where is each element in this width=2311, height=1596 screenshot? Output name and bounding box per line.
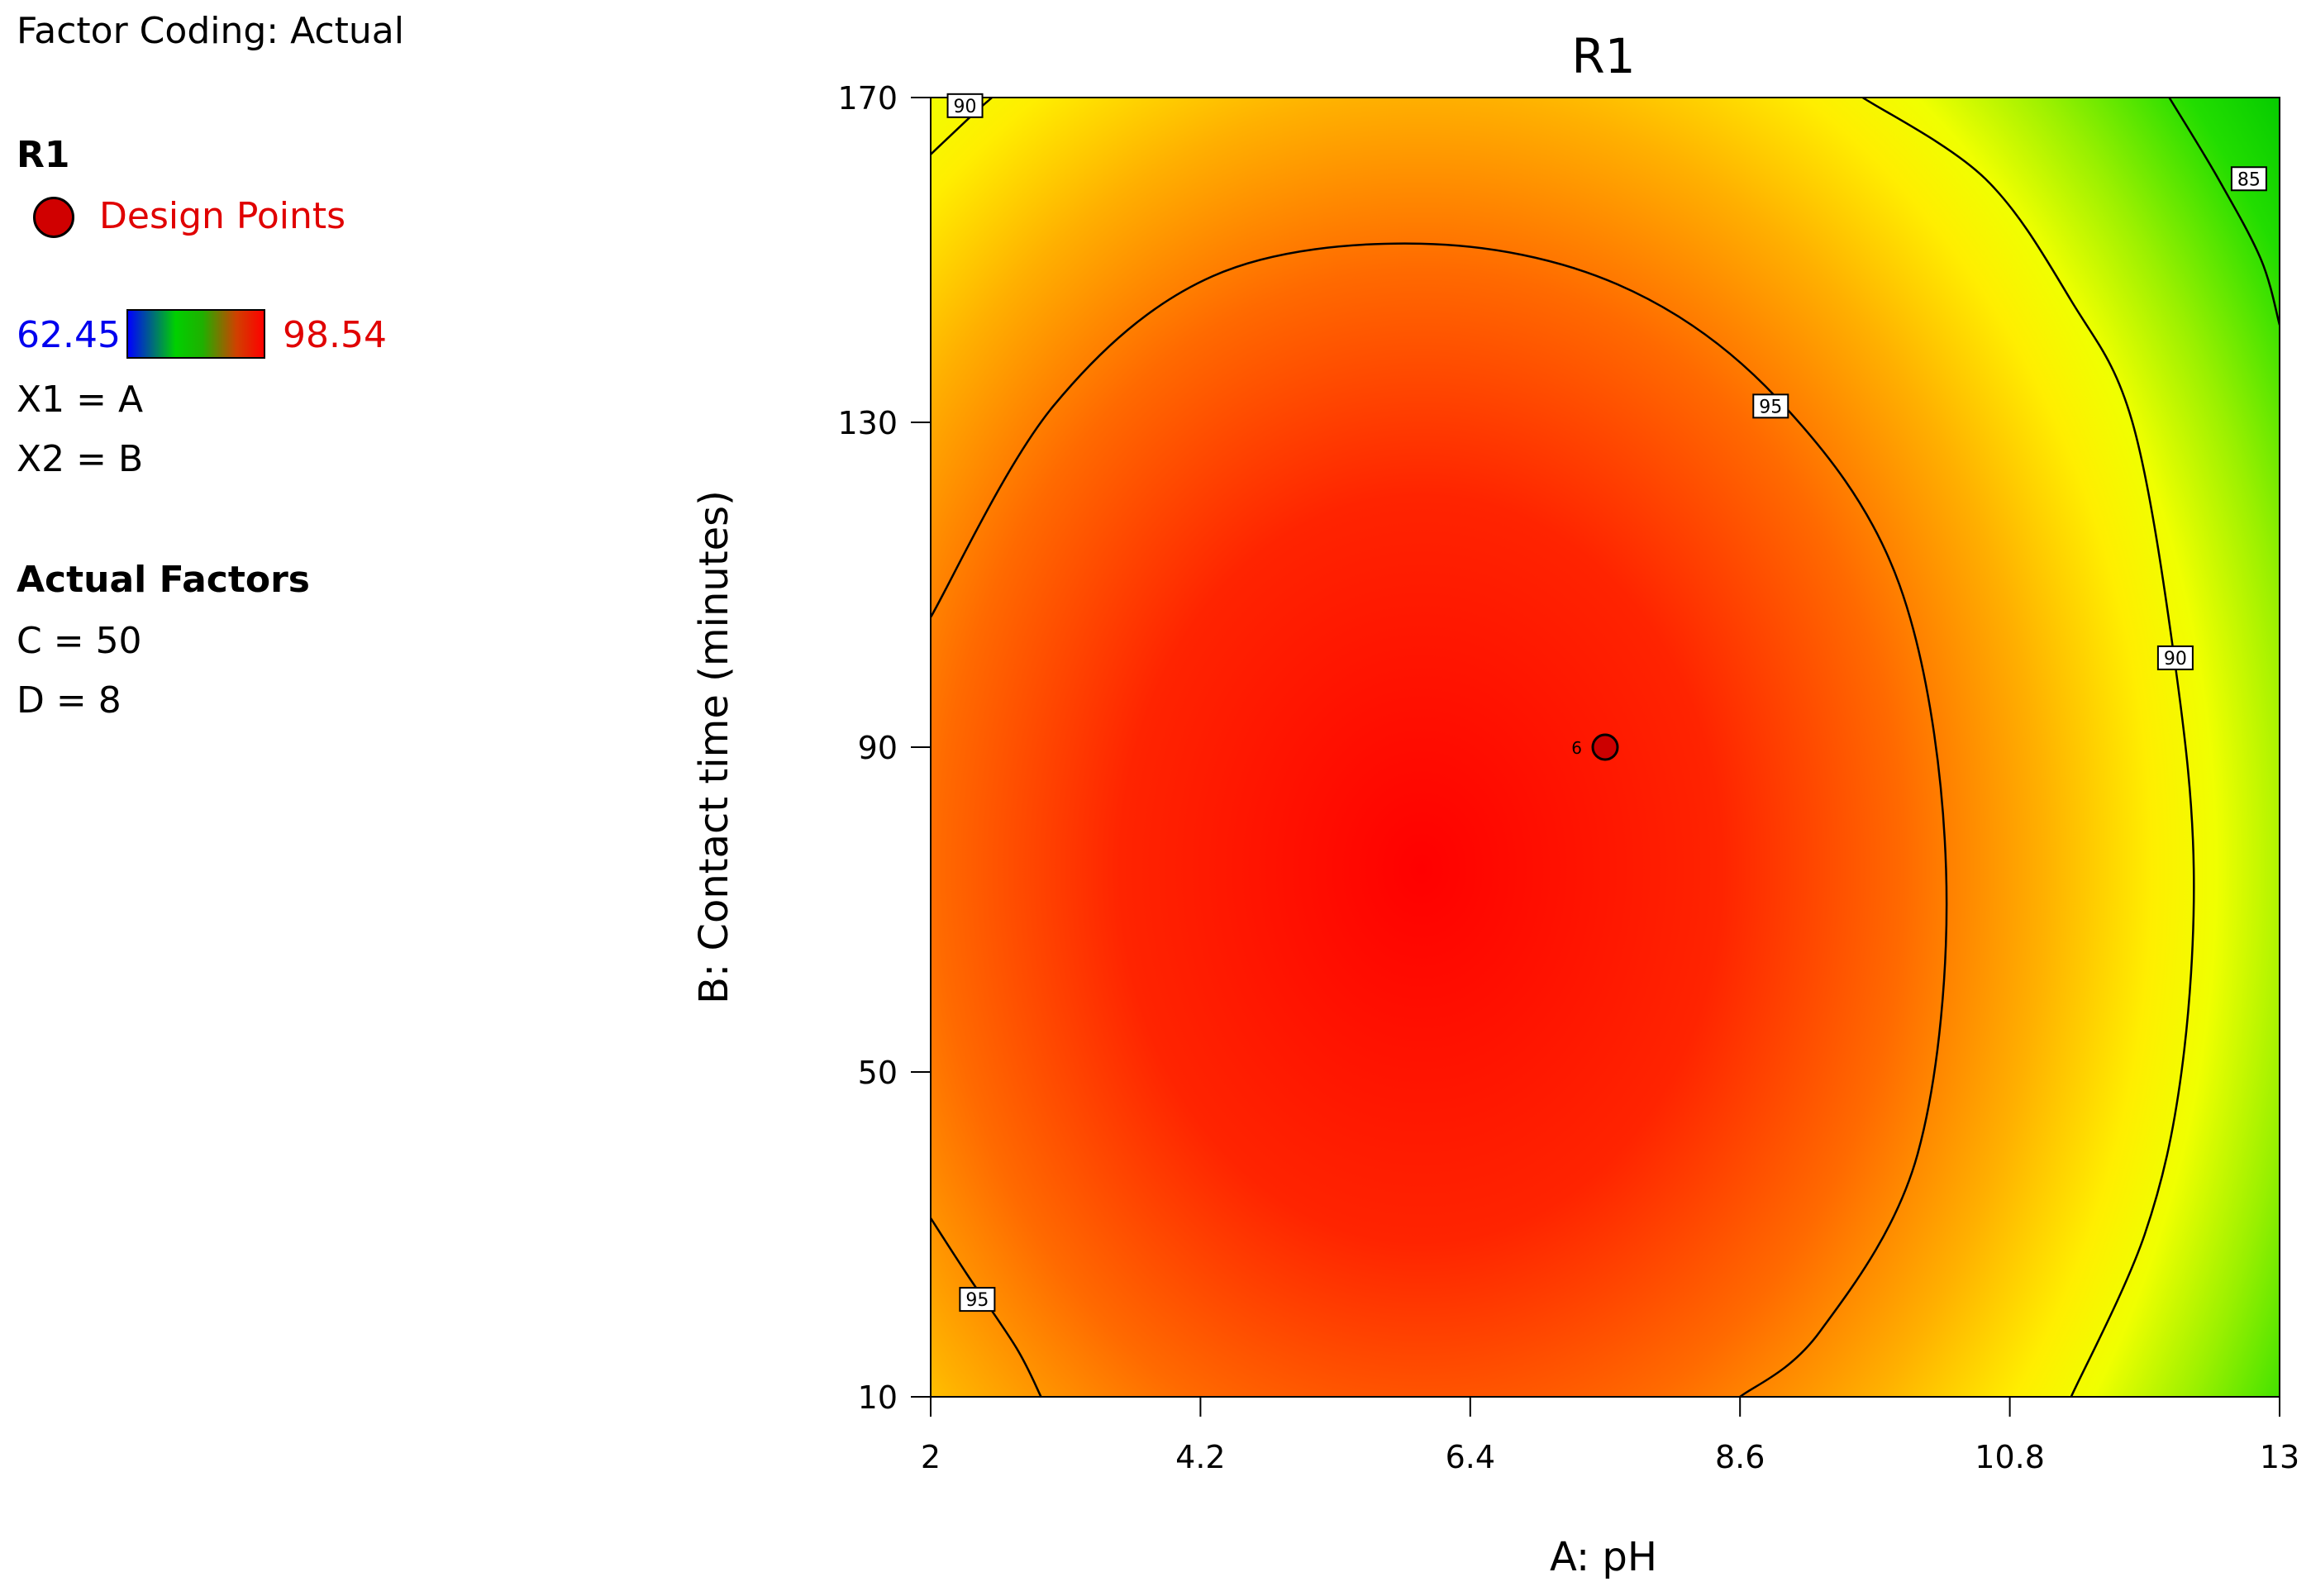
colorbar-min-label: 62.45 xyxy=(17,314,121,356)
colorbar xyxy=(126,309,265,359)
x2-mapping: X2 = B xyxy=(17,438,144,480)
y-tick-label-1: 10 xyxy=(858,1379,898,1416)
x-axis-label: A: pH xyxy=(1550,1534,1657,1580)
y-tick-label-4: 130 xyxy=(837,405,898,441)
design-point-1 xyxy=(1591,733,1619,761)
x-tick-label-4: 8.6 xyxy=(1715,1439,1765,1475)
chart-title: R1 xyxy=(1571,28,1635,84)
y-tick-label-2: 50 xyxy=(858,1055,898,1091)
contour-label-box-95-1 xyxy=(1752,393,1789,419)
actual-factors-heading: Actual Factors xyxy=(17,559,310,601)
contour-line-90-1 xyxy=(1861,98,2195,1397)
contour-label-box-90-1 xyxy=(2156,645,2194,670)
contour-label-85-1: 85 xyxy=(2237,169,2261,190)
x-tick-label-2: 4.2 xyxy=(1175,1439,1225,1475)
contour-label-box-85-1 xyxy=(2230,166,2267,192)
contour-label-box-95-2 xyxy=(959,1287,996,1313)
x-tick-label-1: 2 xyxy=(921,1439,941,1475)
x-tick-label-6: 13 xyxy=(2260,1439,2299,1475)
x-tick-label-3: 6.4 xyxy=(1446,1439,1495,1475)
contour-label-95-1: 95 xyxy=(1759,397,1782,417)
design-point-label-1: 6 xyxy=(1571,738,1582,758)
factor-d-value: D = 8 xyxy=(17,679,122,722)
contour-label-90-2: 90 xyxy=(954,97,977,117)
colorbar-max-label: 98.54 xyxy=(283,314,387,356)
x1-mapping: X1 = A xyxy=(17,379,144,421)
contour-label-95-2: 95 xyxy=(965,1290,989,1311)
y-axis-label: B: Contact time (minutes) xyxy=(691,490,737,1004)
contour-line-85-1 xyxy=(2168,98,2280,326)
legend-panel: Factor Coding: Actual R1 Design Points 6… xyxy=(17,0,413,744)
factor-c-value: C = 50 xyxy=(17,620,142,662)
contour-label-90-1: 90 xyxy=(2164,649,2187,669)
design-points-label: Design Points xyxy=(99,195,346,237)
y-tick-label-3: 90 xyxy=(858,730,898,766)
response-name: R1 xyxy=(17,134,70,176)
x-tick-label-5: 10.8 xyxy=(1975,1439,2045,1475)
contour-label-box-90-2 xyxy=(946,93,984,118)
y-tick-label-5: 170 xyxy=(837,80,898,117)
design-point-marker-icon xyxy=(33,197,74,238)
factor-coding-label: Factor Coding: Actual xyxy=(17,10,404,52)
